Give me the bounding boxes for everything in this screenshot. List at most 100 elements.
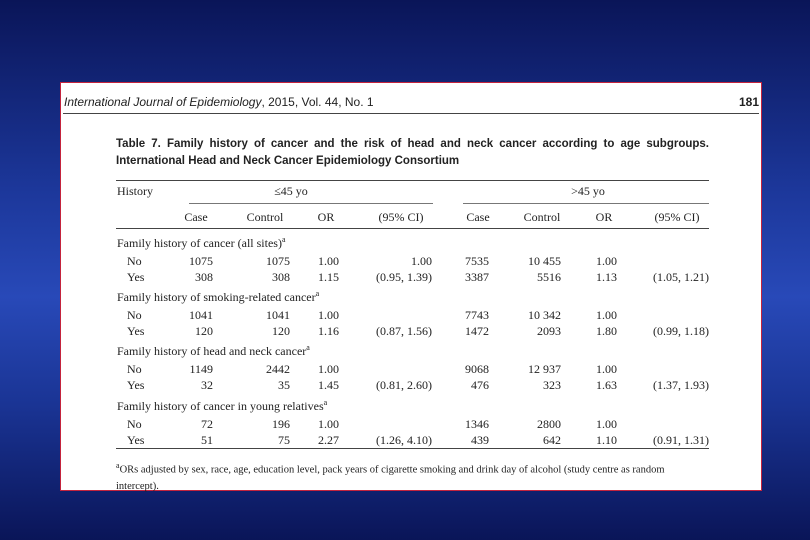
header-rule [63, 113, 759, 114]
table-cell: 642 [543, 433, 561, 447]
column-header: Control [523, 210, 561, 224]
table-cell: 308 [272, 270, 290, 284]
table-cell: 1.10 [596, 433, 617, 447]
table-cell: (1.26, 4.10) [376, 433, 432, 447]
table-cell: 1346 [465, 417, 489, 431]
table-cell: 1.00 [318, 362, 339, 376]
journal-details: , 2015, Vol. 44, No. 1 [261, 95, 374, 109]
note-marker: a [315, 289, 320, 298]
table-cell: 196 [272, 417, 290, 431]
row-label: Yes [127, 270, 145, 284]
table-cell: 1.00 [596, 308, 617, 322]
table-cell: 1.63 [596, 378, 617, 392]
table-cell: 2442 [266, 362, 290, 376]
table-cell: 2.27 [318, 433, 339, 447]
section-heading: Family history of cancer in young relati… [117, 398, 328, 413]
table-cell: 75 [278, 433, 290, 447]
footnote: aORs adjusted by sex, race, age, educati… [116, 458, 709, 495]
table-cell: 1472 [465, 324, 489, 338]
table-cell: 1.00 [318, 254, 339, 268]
table-cell: 1075 [189, 254, 213, 268]
table-cell: 2093 [537, 324, 561, 338]
note-marker: a [281, 235, 286, 244]
column-header: Control [246, 210, 284, 224]
table-cell: 51 [201, 433, 213, 447]
table-cell: 35 [278, 378, 290, 392]
table-cell: 5516 [537, 270, 561, 284]
table-cell: 1041 [266, 308, 290, 322]
table-cell: 9068 [465, 362, 489, 376]
footnote-text: ORs adjusted by sex, race, age, educatio… [116, 464, 665, 492]
table-cell: 1.45 [318, 378, 339, 392]
table-cell: 1.00 [596, 254, 617, 268]
section-heading: Family history of cancer (all sites)a [117, 235, 286, 250]
table-cell: 32 [201, 378, 213, 392]
journal: International Journal of Epidemiology [64, 95, 262, 109]
stub-header: History [117, 184, 153, 198]
table-cell: 1.00 [411, 254, 432, 268]
column-header: Case [184, 210, 208, 224]
table-cell: 1149 [189, 362, 213, 376]
table-cell: (1.05, 1.21) [653, 270, 709, 284]
table-cell: 308 [195, 270, 213, 284]
table-cell: 120 [272, 324, 290, 338]
table-cell: 10 455 [528, 254, 561, 268]
table-rule [116, 180, 709, 181]
group-rule [463, 203, 709, 204]
table-title: International Head and Neck Cancer Epide… [116, 155, 460, 167]
table-cell: (0.91, 1.31) [653, 433, 709, 447]
page-number: 181 [738, 95, 759, 109]
table-rule [116, 228, 709, 229]
table-cell: 476 [471, 378, 489, 392]
table-cell: (0.81, 2.60) [376, 378, 432, 392]
row-label: Yes [127, 433, 145, 447]
footnote-marker: a [116, 461, 120, 470]
table-cell: 1.16 [318, 324, 339, 338]
document-page: International Journal of Epidemiology, 2… [60, 82, 762, 492]
table-cell: 1.13 [596, 270, 617, 284]
table-cell: 3387 [465, 270, 489, 284]
table-cell: 1.00 [318, 308, 339, 322]
table-cell: 1041 [189, 308, 213, 322]
column-header: OR [595, 210, 613, 224]
table-cell: 1.00 [596, 362, 617, 376]
row-label: No [127, 417, 142, 431]
group-header: >45 yo [571, 184, 605, 198]
note-marker: a [306, 343, 310, 352]
table-rule [116, 448, 709, 449]
table-cell: 7535 [465, 254, 489, 268]
table-cell: 439 [471, 433, 489, 447]
table-cell: 12 937 [528, 362, 561, 376]
section-heading: Family history of smoking-related cancer… [117, 289, 320, 304]
table-cell: (1.37, 1.93) [653, 378, 709, 392]
group-header: ≤45 yo [274, 184, 308, 198]
running-header: International Journal of Epidemiology, 2… [64, 95, 374, 109]
table-title: Table 7. Family history of cancer and th… [116, 138, 709, 150]
column-header: OR [317, 210, 335, 224]
table-cell: (0.95, 1.39) [376, 270, 432, 284]
note-marker: a [323, 398, 328, 407]
table-cell: 7743 [465, 308, 489, 322]
table-cell: 323 [543, 378, 561, 392]
table-cell: 1.80 [596, 324, 617, 338]
column-header: (95% CI) [378, 210, 424, 224]
row-label: No [127, 254, 142, 268]
table-cell: 10 342 [528, 308, 561, 322]
section-heading: Family history of head and neck cancera [117, 343, 310, 358]
table-cell: 2800 [537, 417, 561, 431]
row-label: No [127, 308, 142, 322]
table-cell: 1.15 [318, 270, 339, 284]
table-cell: 120 [195, 324, 213, 338]
table-cell: 1075 [266, 254, 290, 268]
group-rule [189, 203, 433, 204]
table-cell: (0.87, 1.56) [376, 324, 432, 338]
column-header: Case [466, 210, 490, 224]
row-label: Yes [127, 324, 145, 338]
table-cell: 1.00 [596, 417, 617, 431]
table-cell: 72 [201, 417, 213, 431]
table-cell: (0.99, 1.18) [653, 324, 709, 338]
column-header: (95% CI) [654, 210, 700, 224]
table-cell: 1.00 [318, 417, 339, 431]
row-label: Yes [127, 378, 145, 392]
